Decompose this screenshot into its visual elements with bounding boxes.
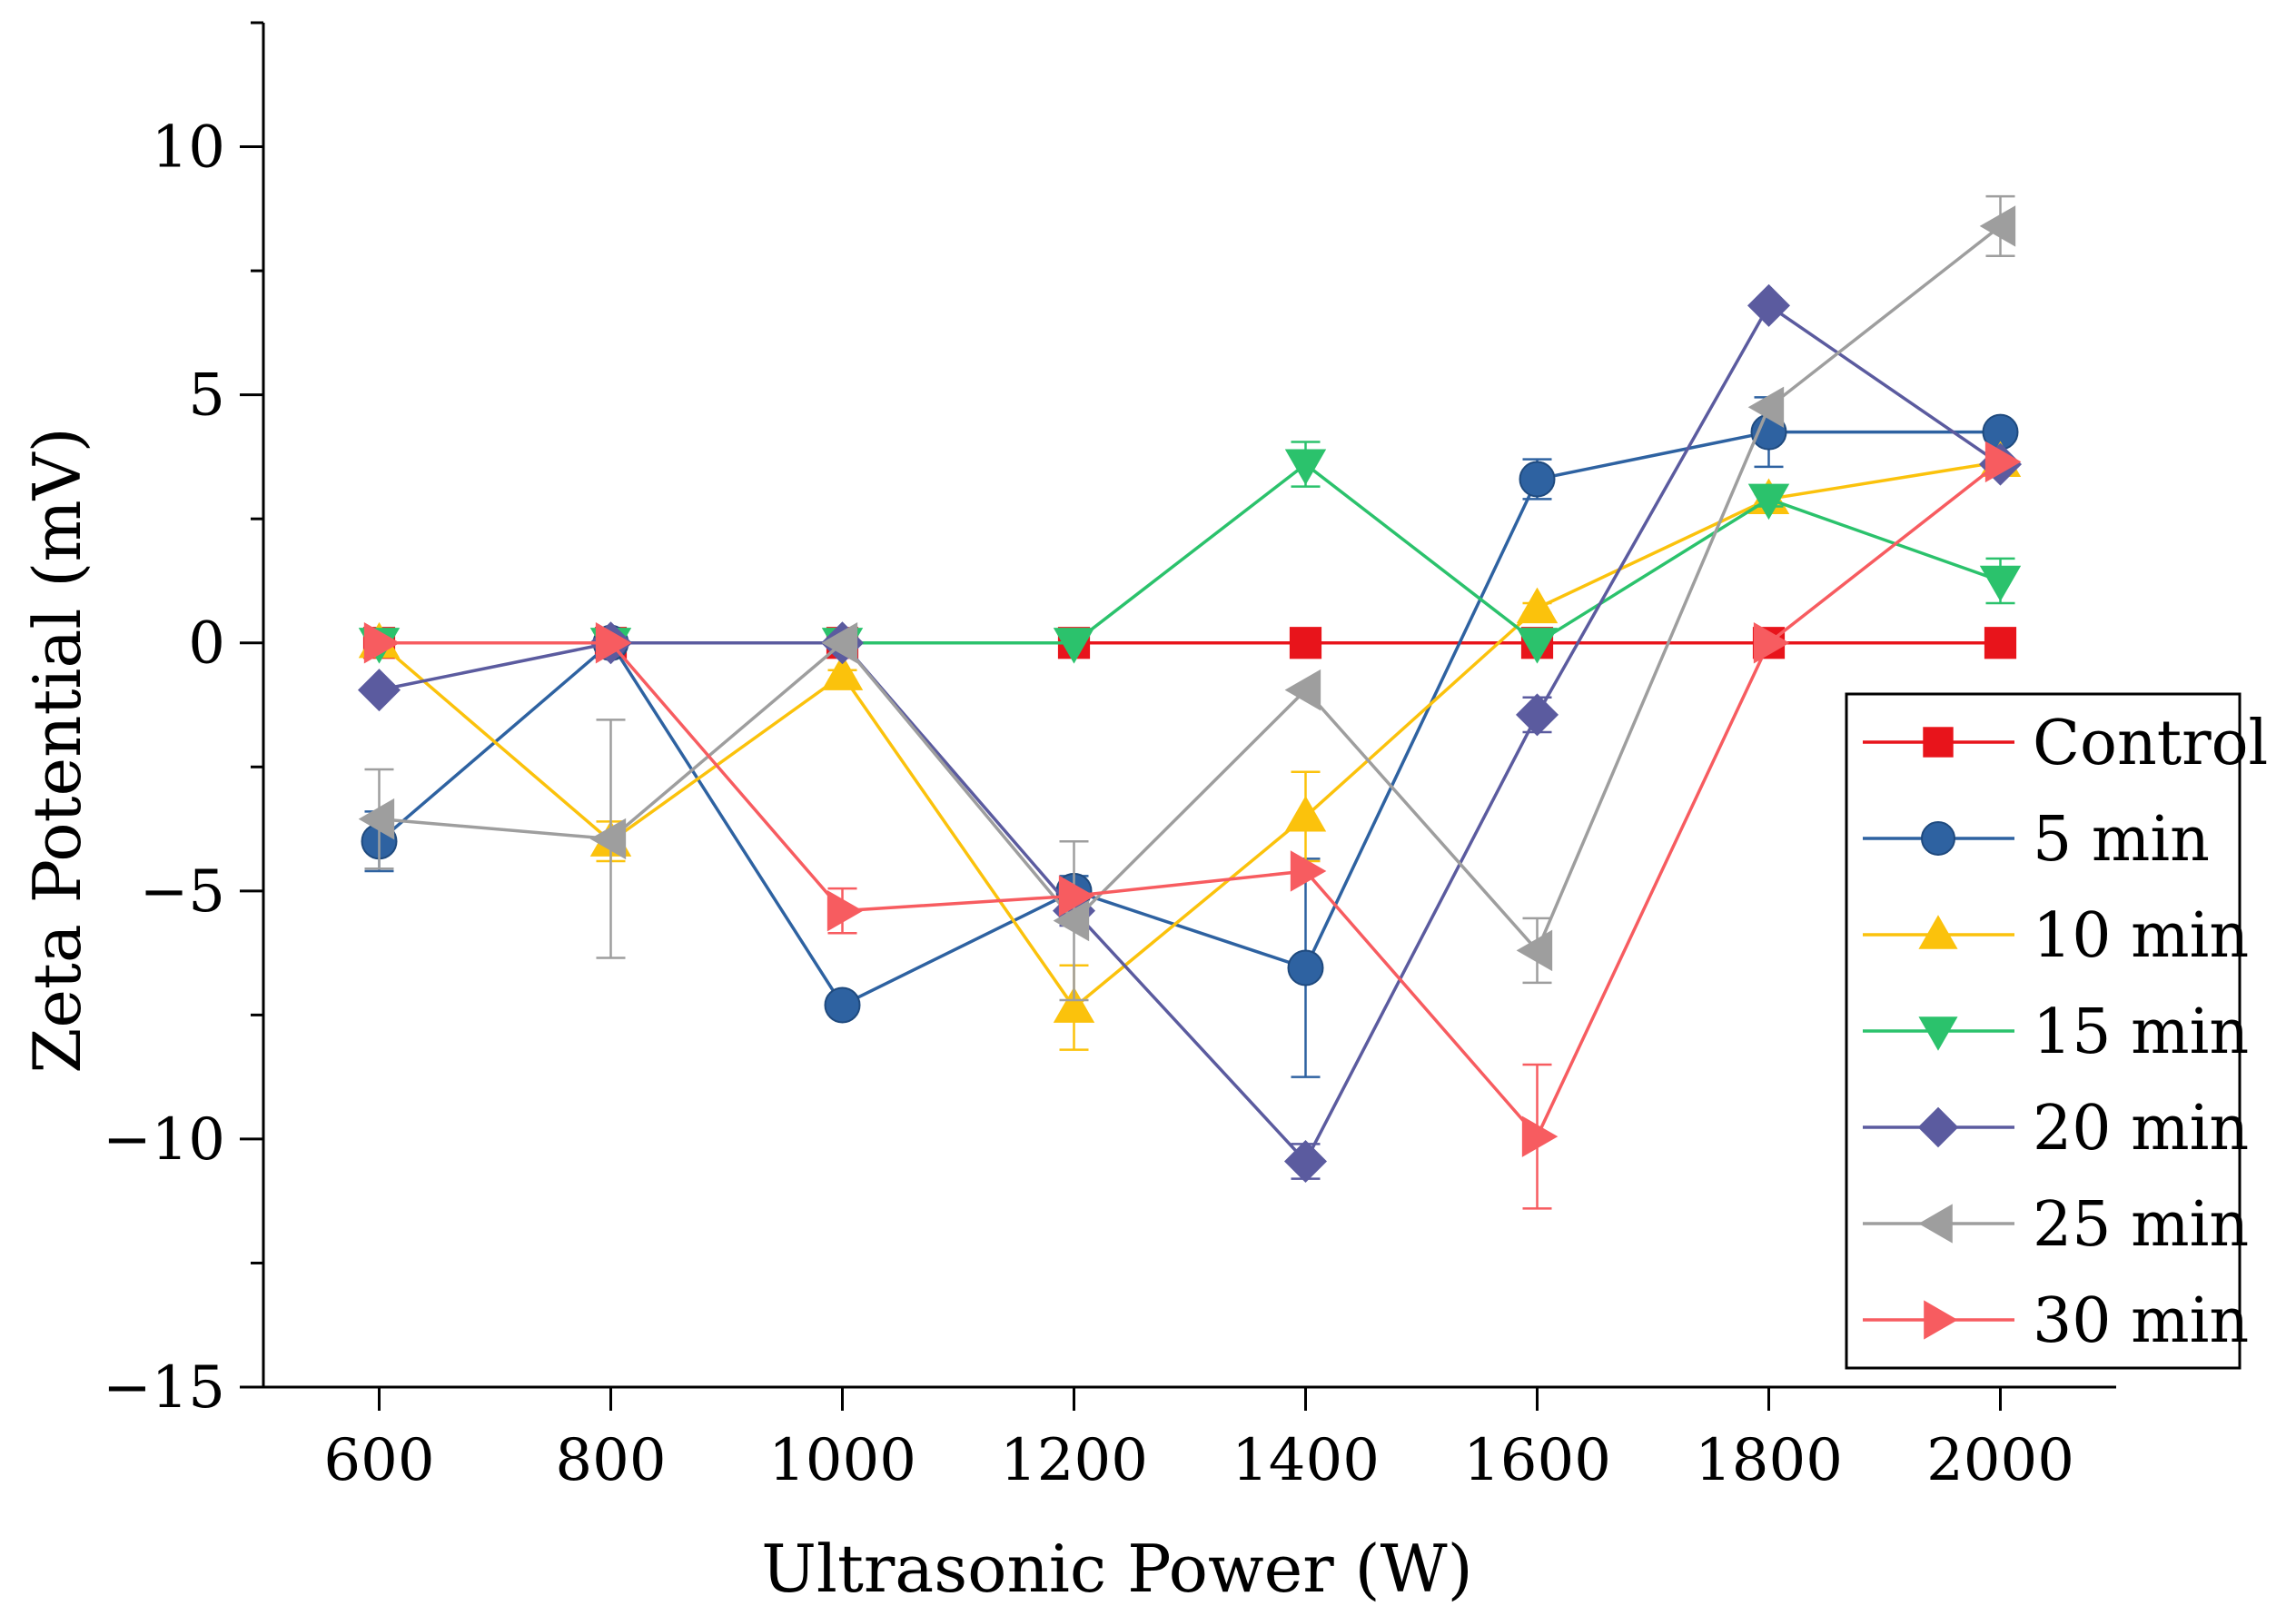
y-tick-label: 0 (188, 610, 225, 678)
legend-entry: 10 min (1863, 900, 2249, 972)
legend-entry: 20 min (1863, 1093, 2249, 1165)
data-point (1747, 483, 1790, 520)
data-point (1516, 628, 1559, 664)
data-point (595, 622, 632, 664)
series-line (379, 224, 2002, 954)
data-point (1747, 283, 1791, 327)
data-point (1521, 1115, 1559, 1157)
series-line (379, 460, 2002, 1140)
data-point (1287, 949, 1324, 986)
legend-entry: 5 min (1863, 804, 2210, 876)
x-tick-label: 1200 (1000, 1427, 1148, 1494)
data-point (826, 889, 864, 932)
data-point (1519, 461, 1556, 498)
data-point (1515, 693, 1559, 737)
data-point (1979, 205, 2016, 247)
legend-label: 20 min (2033, 1093, 2249, 1165)
axes-layer: −15 −10 −5 0 5 10 600 800 1000 1200 1400 1600 1800 20… (103, 21, 2116, 1494)
data-point (1053, 899, 1090, 942)
y-tick-label: −15 (103, 1354, 225, 1422)
data-point (1284, 449, 1327, 485)
data-point (1283, 1139, 1328, 1183)
data-point (1289, 627, 1322, 659)
data-point (1984, 627, 2017, 659)
y-tick-label: 5 (188, 362, 225, 430)
series-line (378, 430, 2001, 1007)
data-point (1284, 796, 1327, 832)
legend-entry: 30 min (1863, 1285, 2249, 1357)
data-point (1747, 386, 1785, 429)
legend-label: Control (2033, 708, 2268, 779)
data-point (1979, 565, 2022, 602)
x-tick-label: 1800 (1695, 1427, 1843, 1494)
data-point (1516, 929, 1553, 972)
data-point (1053, 986, 1095, 1023)
data-point (358, 798, 395, 840)
data-point (363, 622, 401, 664)
legend-entry: Control (1863, 708, 2268, 779)
series-line (378, 460, 2001, 1010)
legend-marker (1921, 821, 1955, 856)
legend-label: 25 min (2033, 1189, 2249, 1261)
legend-label: 30 min (2033, 1285, 2249, 1357)
x-tick-label: 800 (555, 1427, 666, 1494)
data-point (1284, 669, 1321, 711)
data-point (589, 818, 627, 860)
data-point (1290, 850, 1327, 892)
x-tick-label: 1000 (768, 1427, 916, 1494)
series-layer (357, 194, 2023, 1210)
legend-marker (1918, 1204, 1953, 1244)
data-point (1984, 441, 2022, 483)
data-point (821, 622, 858, 664)
legend: Control 5 min 10 min 15 min 20 min 25 min 30 m… (1845, 692, 2268, 1370)
legend-label: 15 min (2033, 996, 2249, 1068)
series-line (379, 302, 2002, 1165)
x-tick-label: 1400 (1232, 1427, 1380, 1494)
legend-label: 5 min (2033, 804, 2210, 876)
legend-marker (1918, 1016, 1958, 1051)
legend-marker (1923, 727, 1954, 758)
data-point (821, 654, 864, 690)
x-axis-title: Ultrasonic Power (W) (761, 1531, 1473, 1607)
y-tick-label: −10 (103, 1106, 225, 1174)
data-point (1753, 622, 1790, 664)
legend-label: 10 min (2033, 900, 2249, 972)
x-tick-label: 600 (323, 1427, 434, 1494)
data-point (357, 669, 401, 712)
series-30-min (363, 441, 2022, 1210)
legend-marker (1918, 915, 1958, 949)
data-point (1058, 875, 1095, 917)
series-25-min (358, 194, 2016, 1002)
data-point (1053, 628, 1095, 664)
legend-marker (1917, 1106, 1959, 1148)
y-axis-title: Zeta Potential (mV) (19, 427, 95, 1073)
legend-marker (1924, 1300, 1958, 1340)
x-tick-label: 2000 (1926, 1427, 2074, 1494)
legend-entry: 15 min (1863, 996, 2249, 1068)
x-tick-label: 1600 (1463, 1427, 1611, 1494)
data-point (1516, 587, 1559, 624)
data-point (824, 986, 861, 1024)
y-tick-label: −5 (140, 858, 225, 926)
legend-entry: 25 min (1863, 1189, 2249, 1261)
y-tick-label: 10 (152, 114, 225, 182)
